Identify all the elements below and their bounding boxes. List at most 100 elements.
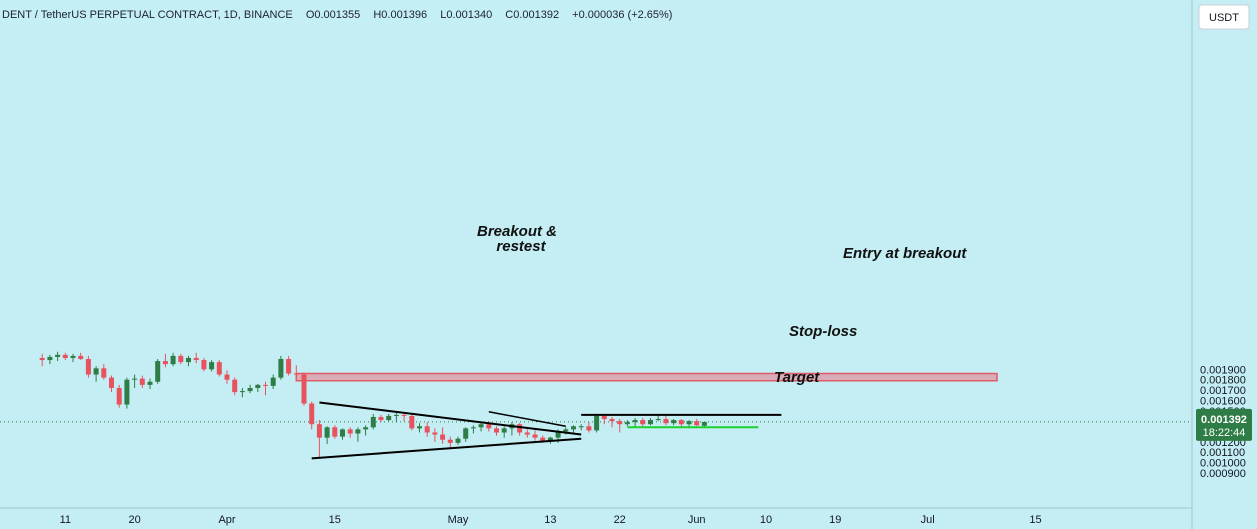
candle-body[interactable] <box>601 415 607 420</box>
candle-body[interactable] <box>70 355 76 358</box>
candle-body[interactable] <box>655 419 661 421</box>
candle-body[interactable] <box>55 354 61 357</box>
candle-body[interactable] <box>347 429 353 434</box>
candle-body[interactable] <box>555 431 561 438</box>
candle-body[interactable] <box>355 429 361 434</box>
candle-body[interactable] <box>563 429 569 432</box>
upper-trendline[interactable] <box>319 401 582 436</box>
candle-body[interactable] <box>463 428 469 439</box>
candle-body[interactable] <box>278 359 284 378</box>
price-badge-box <box>1196 408 1252 441</box>
candle-body[interactable] <box>101 368 107 378</box>
candle-body[interactable] <box>224 374 230 380</box>
time-tick-label: 11 <box>60 514 71 526</box>
candle-body[interactable] <box>209 362 215 370</box>
candle-body[interactable] <box>578 426 584 428</box>
candle-body[interactable] <box>524 432 530 435</box>
candle-body[interactable] <box>47 356 53 361</box>
candle-body[interactable] <box>370 416 376 428</box>
candle-body[interactable] <box>216 362 222 375</box>
candle-body[interactable] <box>617 421 623 425</box>
candle-body[interactable] <box>270 377 276 386</box>
symbol-title: DENT / TetherUS PERPETUAL CONTRACT, 1D, … <box>2 9 293 21</box>
candle-body[interactable] <box>147 381 153 385</box>
candle-body[interactable] <box>686 421 692 425</box>
lower-trendline[interactable] <box>311 437 582 460</box>
candle-body[interactable] <box>432 432 438 435</box>
candle-body[interactable] <box>255 384 261 388</box>
candle-body[interactable] <box>116 387 122 405</box>
time-tick-label: 19 <box>829 514 841 526</box>
candle-body[interactable] <box>609 419 615 422</box>
candle-body[interactable] <box>155 361 161 382</box>
candle-body[interactable] <box>571 426 576 430</box>
candle-body[interactable] <box>671 420 677 424</box>
candle-body[interactable] <box>178 355 184 363</box>
candle-body[interactable] <box>340 429 345 437</box>
candle-body[interactable] <box>124 379 130 405</box>
candle-body[interactable] <box>232 379 238 393</box>
candle-body[interactable] <box>540 437 546 441</box>
candle-body[interactable] <box>132 378 138 380</box>
candle-body[interactable] <box>678 420 684 425</box>
candle-body[interactable] <box>494 428 499 433</box>
candle-body[interactable] <box>455 438 461 443</box>
candle-body[interactable] <box>170 355 176 365</box>
candle-body[interactable] <box>478 424 484 428</box>
candle-body[interactable] <box>640 420 646 425</box>
candle-body[interactable] <box>694 421 700 426</box>
candle-body[interactable] <box>486 424 492 429</box>
candle-body[interactable] <box>85 359 91 375</box>
candle-body[interactable] <box>162 361 168 365</box>
candle-body[interactable] <box>109 377 114 388</box>
candle-body[interactable] <box>417 426 422 429</box>
time-axis[interactable]: 11 20 Apr 15 May 13 22 Jun 10 19 Jul 15 <box>60 514 1042 526</box>
candle-body[interactable] <box>648 420 653 425</box>
candle-body[interactable] <box>247 387 253 392</box>
candle-body[interactable] <box>532 434 538 438</box>
candles-group <box>39 351 707 458</box>
candle-body[interactable] <box>186 357 191 363</box>
candle-body[interactable] <box>517 424 523 433</box>
candle-body[interactable] <box>263 384 268 386</box>
candle-body[interactable] <box>701 421 707 426</box>
candle-body[interactable] <box>193 357 199 361</box>
breakout-arrow[interactable] <box>488 411 566 428</box>
candle-body[interactable] <box>301 374 307 404</box>
candle-body[interactable] <box>39 357 45 361</box>
candle-body[interactable] <box>309 403 315 425</box>
candle-body[interactable] <box>316 424 322 438</box>
time-tick-label: 20 <box>128 514 140 526</box>
candle-body[interactable] <box>78 355 84 359</box>
candle-body[interactable] <box>594 415 600 431</box>
price-tick-label: 0.001700 <box>1200 385 1246 397</box>
candle-body[interactable] <box>447 439 453 443</box>
candle-body[interactable] <box>663 419 669 424</box>
candle-body[interactable] <box>324 427 330 438</box>
candle-body[interactable] <box>470 427 476 429</box>
currency-button-box <box>1198 4 1250 30</box>
candle-body[interactable] <box>424 426 430 433</box>
candle-body[interactable] <box>201 360 207 370</box>
candle-body[interactable] <box>440 434 446 440</box>
candle-body[interactable] <box>93 368 99 375</box>
candle-body[interactable] <box>286 359 292 374</box>
candle-body[interactable] <box>401 414 407 416</box>
candle-body[interactable] <box>586 426 592 431</box>
currency-button[interactable]: USDT <box>1198 4 1250 30</box>
candle-body[interactable] <box>293 373 299 375</box>
candle-body[interactable] <box>409 415 415 429</box>
candle-body[interactable] <box>239 391 245 393</box>
candle-body[interactable] <box>332 427 338 437</box>
candle-body[interactable] <box>139 378 145 385</box>
candle-body[interactable] <box>62 354 68 358</box>
candle-body[interactable] <box>632 420 638 423</box>
candle-body[interactable] <box>363 427 369 430</box>
candle-body[interactable] <box>393 414 399 416</box>
candle-body[interactable] <box>386 415 392 421</box>
candle-body[interactable] <box>547 437 553 441</box>
candle-body[interactable] <box>378 416 384 421</box>
candle-body[interactable] <box>501 428 507 433</box>
candle-body[interactable] <box>624 422 630 425</box>
